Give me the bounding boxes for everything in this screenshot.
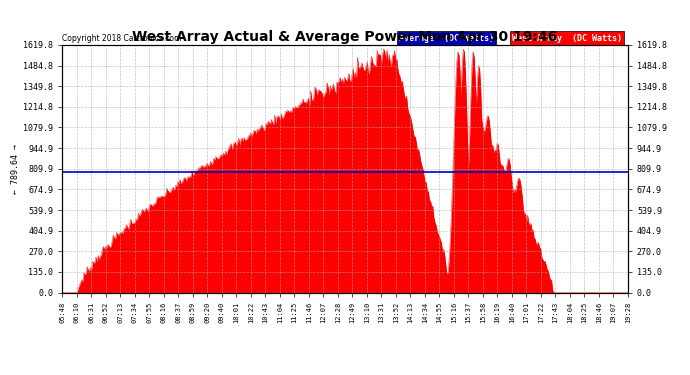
- Y-axis label: ← 789.64 →: ← 789.64 →: [11, 144, 20, 194]
- Text: Average  (DC Watts): Average (DC Watts): [399, 33, 494, 42]
- Text: Copyright 2018 Cartronics.com: Copyright 2018 Cartronics.com: [62, 33, 181, 42]
- Text: West Array  (DC Watts): West Array (DC Watts): [512, 33, 622, 42]
- Title: West Array Actual & Average Power Mon Apr 30 19:46: West Array Actual & Average Power Mon Ap…: [132, 30, 558, 44]
